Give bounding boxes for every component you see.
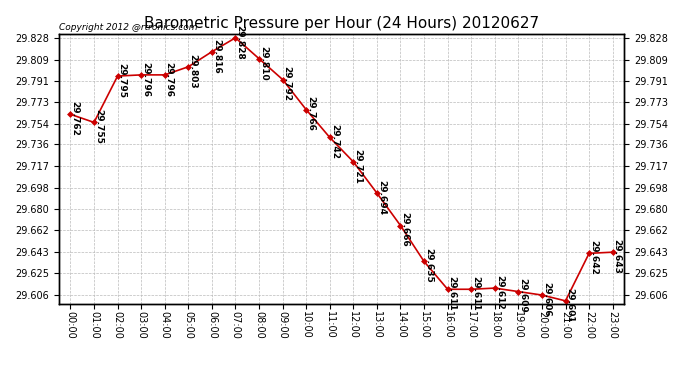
Text: 29.792: 29.792 <box>283 66 292 101</box>
Text: 29.642: 29.642 <box>589 240 598 275</box>
Text: 29.611: 29.611 <box>448 276 457 311</box>
Text: 29.666: 29.666 <box>400 212 409 247</box>
Text: 29.609: 29.609 <box>518 278 527 313</box>
Text: 29.803: 29.803 <box>188 54 197 88</box>
Text: 29.796: 29.796 <box>165 62 174 96</box>
Text: 29.828: 29.828 <box>235 25 244 59</box>
Text: 29.762: 29.762 <box>70 101 79 136</box>
Text: 29.816: 29.816 <box>212 39 221 73</box>
Text: 29.795: 29.795 <box>117 63 126 98</box>
Text: 29.694: 29.694 <box>377 180 386 215</box>
Text: 29.721: 29.721 <box>353 148 362 183</box>
Text: 29.635: 29.635 <box>424 248 433 283</box>
Text: 29.612: 29.612 <box>495 275 504 310</box>
Title: Barometric Pressure per Hour (24 Hours) 20120627: Barometric Pressure per Hour (24 Hours) … <box>144 16 539 31</box>
Text: Copyright 2012 @rtronics.com: Copyright 2012 @rtronics.com <box>59 23 197 32</box>
Text: 29.611: 29.611 <box>471 276 480 311</box>
Text: 29.766: 29.766 <box>306 96 315 131</box>
Text: 29.606: 29.606 <box>542 282 551 316</box>
Text: 29.755: 29.755 <box>94 109 103 144</box>
Text: 29.796: 29.796 <box>141 62 150 96</box>
Text: 29.601: 29.601 <box>566 288 575 322</box>
Text: 29.810: 29.810 <box>259 45 268 80</box>
Text: 29.742: 29.742 <box>330 124 339 159</box>
Text: 29.643: 29.643 <box>613 239 622 274</box>
